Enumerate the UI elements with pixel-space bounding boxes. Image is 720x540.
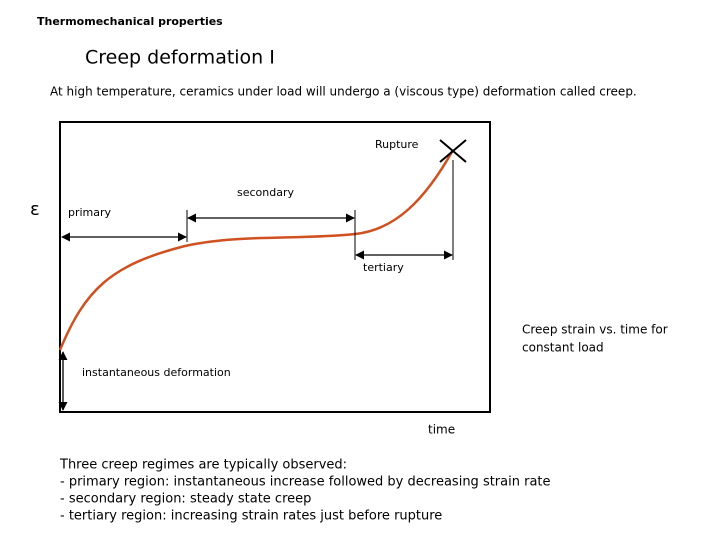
tertiary-label: tertiary bbox=[363, 261, 404, 274]
creep-curve bbox=[58, 149, 455, 351]
y-axis-label: ε bbox=[30, 199, 40, 220]
secondary-label: secondary bbox=[237, 186, 294, 199]
slide-title: Creep deformation I bbox=[85, 47, 275, 69]
note: - secondary region: steady state creep bbox=[60, 492, 311, 507]
note: - primary region: instantaneous increase… bbox=[60, 475, 551, 490]
rupture-mark bbox=[439, 139, 467, 163]
primary-label: primary bbox=[68, 206, 112, 219]
note: Three creep regimes are typically observ… bbox=[59, 458, 347, 473]
x-axis-label: time bbox=[428, 423, 455, 437]
note: - tertiary region: increasing strain rat… bbox=[60, 509, 442, 524]
caption: Creep strain vs. time for bbox=[522, 323, 668, 337]
section-label: Thermomechanical properties bbox=[37, 15, 223, 28]
rupture-label: Rupture bbox=[375, 138, 419, 151]
instantaneous-label: instantaneous deformation bbox=[82, 366, 231, 379]
caption: constant load bbox=[522, 341, 604, 355]
plot-frame bbox=[59, 121, 491, 413]
subtitle: At high temperature, ceramics under load… bbox=[50, 85, 637, 99]
